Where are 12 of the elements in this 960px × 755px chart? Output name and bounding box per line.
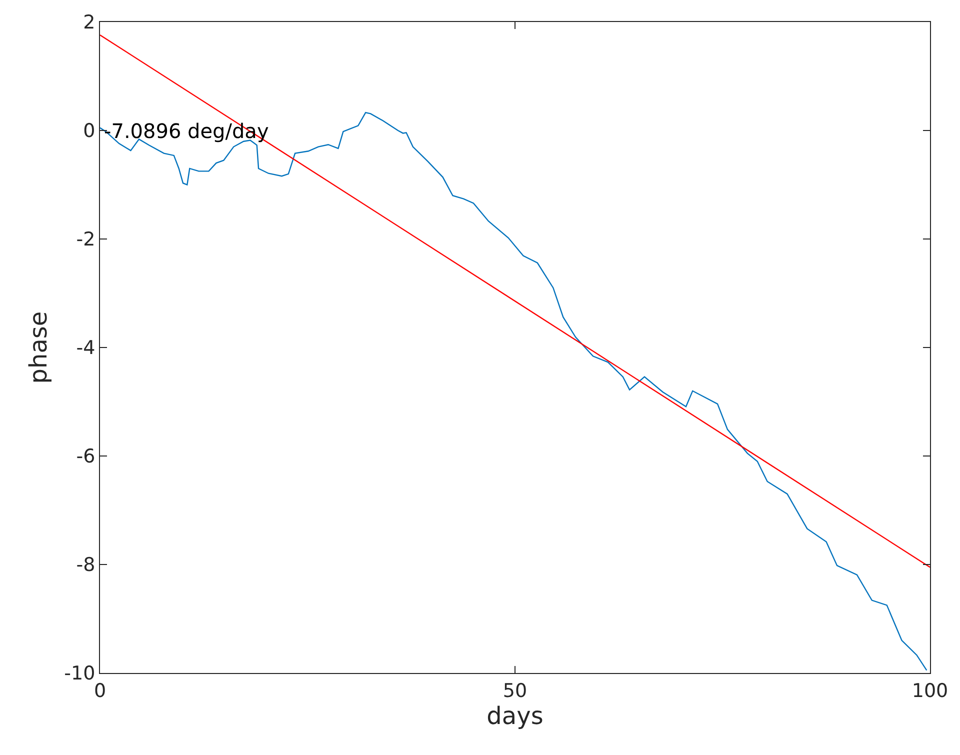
y-tick-label: -8 [76,554,96,576]
y-axis-title: phase [24,311,52,384]
y-tick-label: 0 [83,120,96,142]
y-tick-label: -10 [64,662,96,685]
x-tick-label: 50 [502,680,528,702]
line-series [100,112,928,671]
y-tick-label: -4 [76,337,96,360]
x-tick-label: 100 [912,680,948,702]
y-tick-label: -2 [76,228,96,251]
y-tick-label: 2 [83,12,96,34]
x-axis-title: days [486,702,544,730]
y-tick-label: -6 [76,446,96,468]
